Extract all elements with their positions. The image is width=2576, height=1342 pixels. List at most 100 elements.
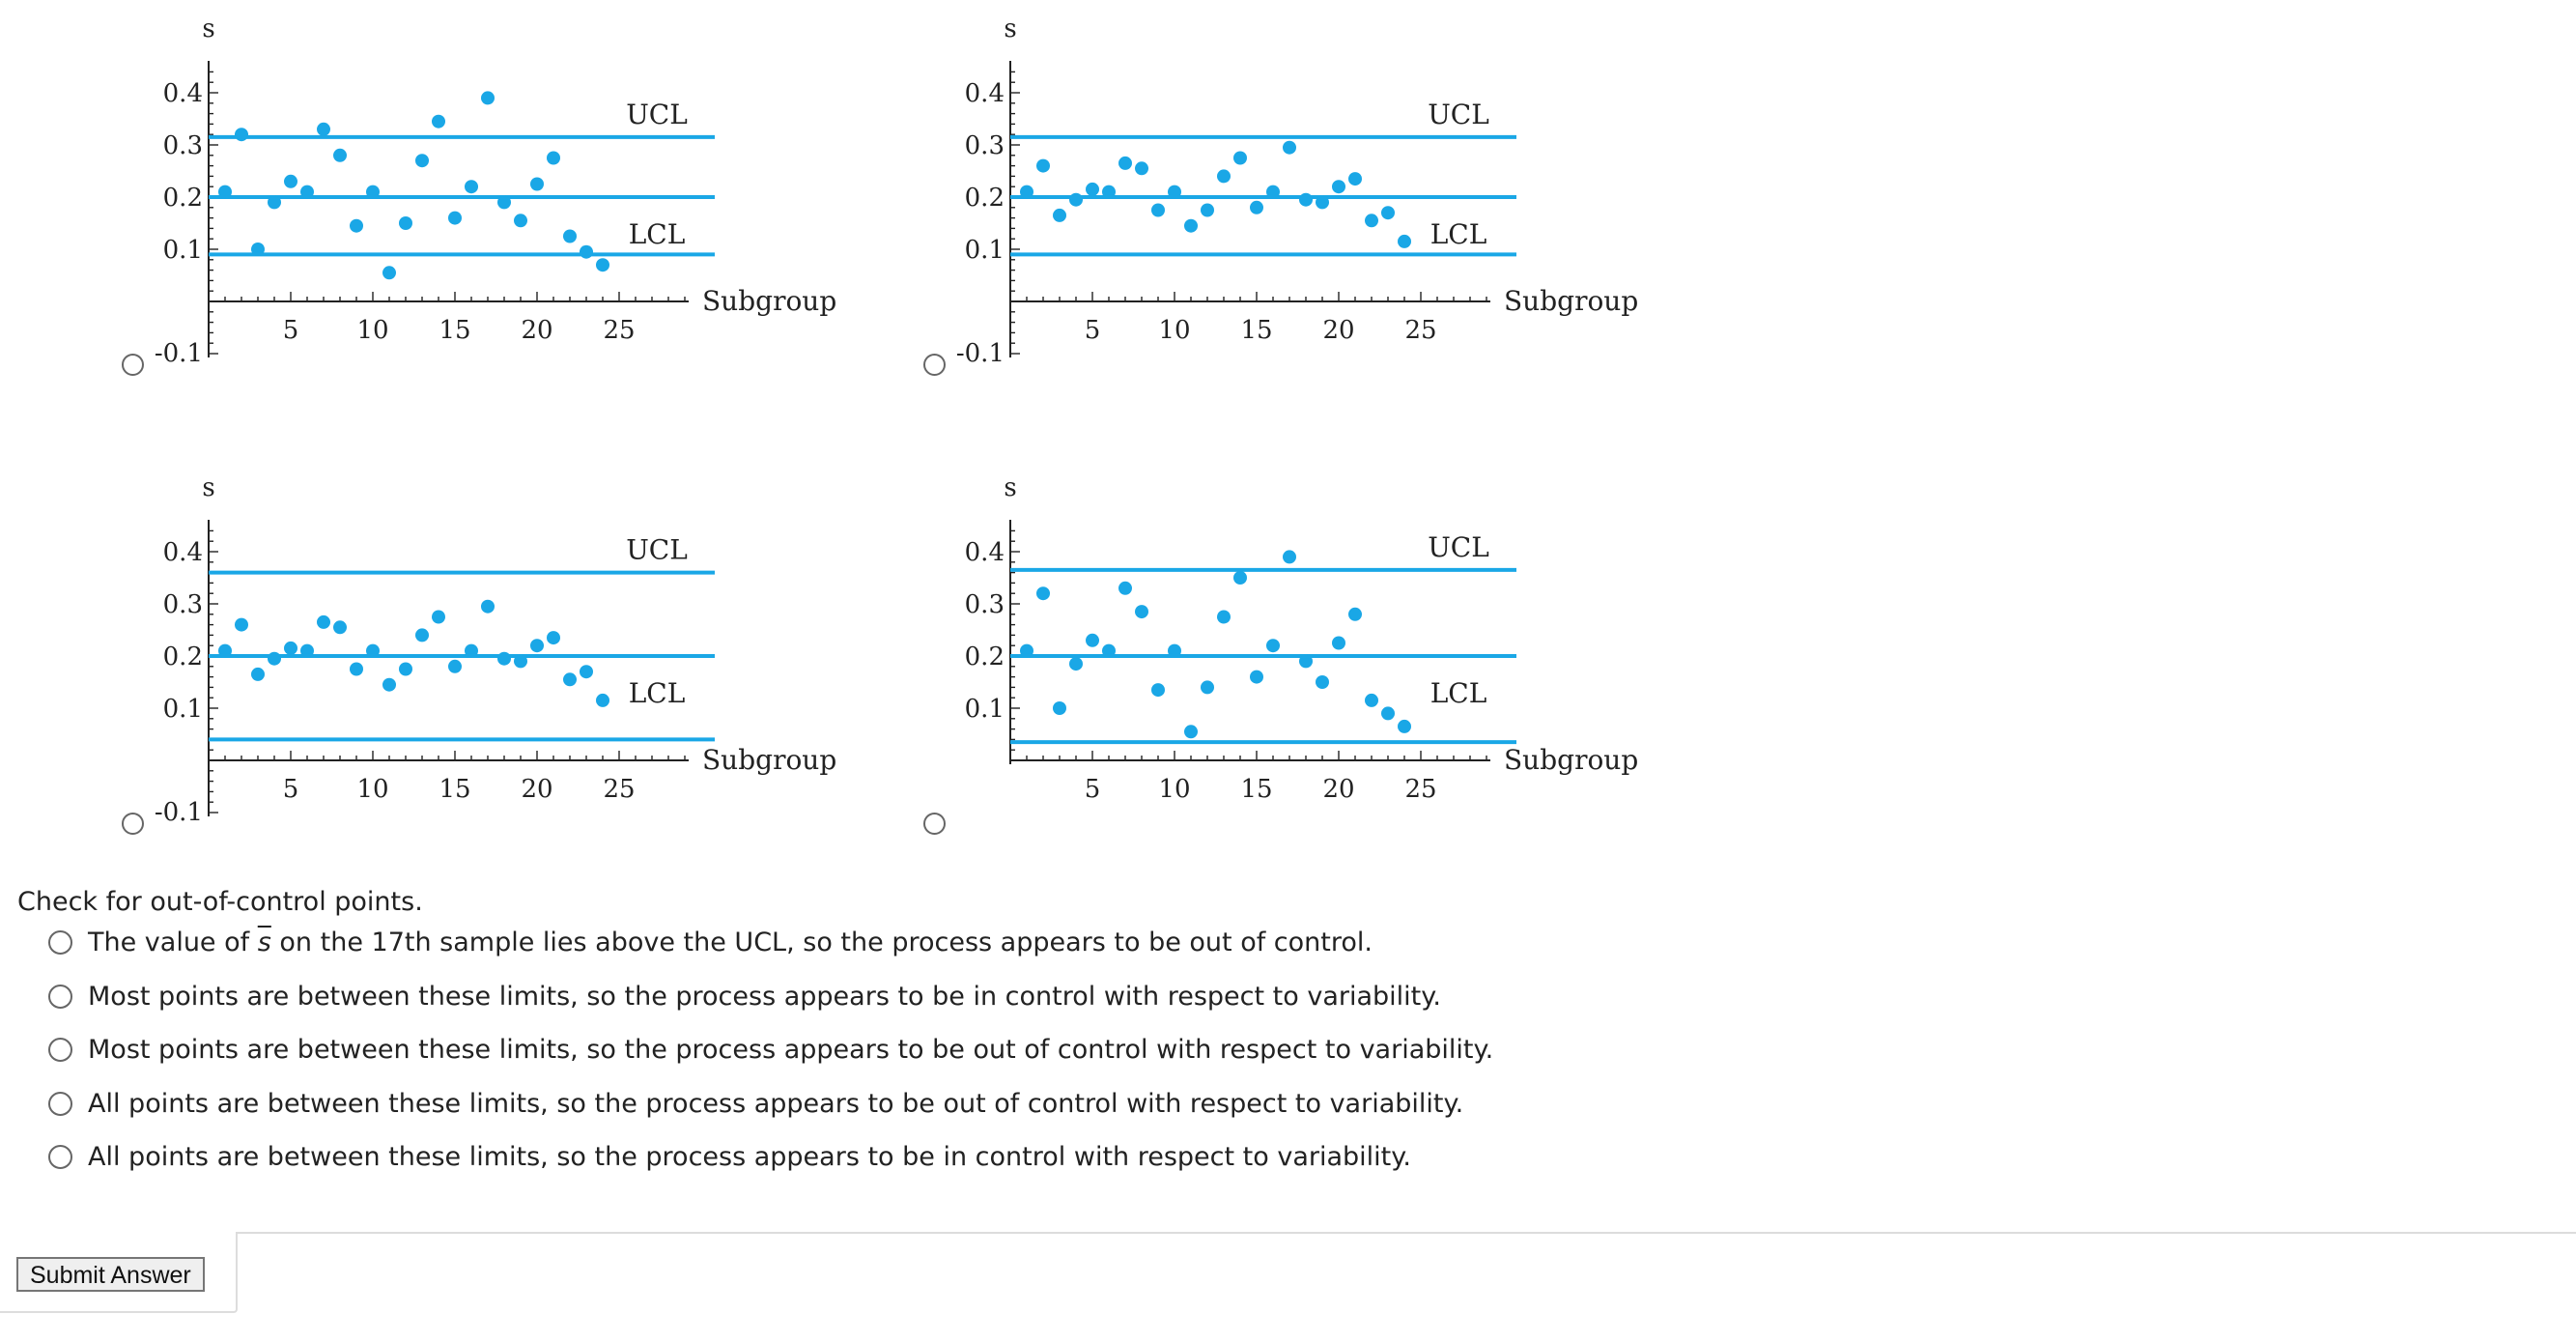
data-point xyxy=(1020,643,1033,658)
data-point xyxy=(1020,185,1033,199)
data-point xyxy=(497,651,511,666)
data-point xyxy=(1332,636,1345,650)
data-point xyxy=(333,620,347,635)
x-tick-label: 15 xyxy=(439,316,470,345)
chart-option-d-radio[interactable] xyxy=(923,813,946,835)
answer-radio[interactable] xyxy=(48,984,72,1009)
data-point xyxy=(514,214,527,228)
y-tick-label: 0.2 xyxy=(163,642,203,671)
data-point xyxy=(1266,185,1280,199)
x-tick-label: 25 xyxy=(603,316,635,345)
y-tick-label: 0.4 xyxy=(965,538,1005,567)
data-point xyxy=(1316,195,1329,210)
answer-option-2[interactable]: Most points are between these limits, so… xyxy=(48,978,1493,1032)
answer-option-1[interactable]: The value of s on the 17th sample lies a… xyxy=(48,924,1493,978)
data-point xyxy=(1348,607,1362,621)
data-point xyxy=(1184,218,1198,233)
y-tick-label: 0.3 xyxy=(163,131,203,160)
answer-text: The value of s on the 17th sample lies a… xyxy=(88,924,1373,962)
answer-radio[interactable] xyxy=(48,1091,72,1116)
data-point xyxy=(382,266,396,280)
data-point xyxy=(350,218,363,233)
y-tick-label: 0.1 xyxy=(965,236,1005,265)
data-point xyxy=(1053,701,1066,715)
y-tick-label: 0.1 xyxy=(163,236,203,265)
data-point xyxy=(415,154,429,168)
data-point xyxy=(530,177,544,191)
lcl-label: LCL xyxy=(629,677,686,709)
answer-option-3[interactable]: Most points are between these limits, so… xyxy=(48,1031,1493,1085)
data-point xyxy=(563,672,577,687)
data-point xyxy=(1168,185,1181,199)
data-point xyxy=(1184,725,1198,739)
data-point xyxy=(350,662,363,676)
submit-answer-button[interactable]: Submit Answer xyxy=(16,1257,205,1292)
answer-options: The value of s on the 17th sample lies a… xyxy=(48,924,1493,1192)
x-tick-label: 5 xyxy=(283,775,299,804)
data-point xyxy=(448,211,462,225)
ucl-label: UCL xyxy=(626,99,688,130)
data-point xyxy=(1217,169,1231,184)
data-point xyxy=(465,180,478,194)
chart-option-d: 0.1 0.2 0.3 0.4 5 10 15 20 25 s Subgroup UCL LCL xyxy=(802,459,1671,865)
answer-radio[interactable] xyxy=(48,1038,72,1062)
data-point xyxy=(218,185,232,199)
data-point xyxy=(251,243,265,256)
data-point xyxy=(596,258,609,272)
data-point xyxy=(1118,156,1132,170)
data-point xyxy=(1135,161,1148,176)
answer-option-4[interactable]: All points are between these limits, so … xyxy=(48,1085,1493,1139)
x-axis-label: Subgroup xyxy=(1504,285,1638,317)
data-point xyxy=(1233,571,1247,585)
y-tick-label: 0.4 xyxy=(163,538,203,567)
x-tick-label: 20 xyxy=(1322,775,1354,804)
chart-option-b: 0.1 0.2 0.3 0.4 -0.1 5 10 15 20 25 s Subgroup UCL LCL xyxy=(802,0,1671,406)
chart-option-c-radio[interactable] xyxy=(122,813,144,835)
chart-option-b-radio[interactable] xyxy=(923,354,946,376)
data-point xyxy=(1250,670,1263,684)
data-point xyxy=(1118,581,1132,595)
data-point xyxy=(1069,192,1083,207)
data-point xyxy=(580,665,593,679)
data-point xyxy=(1233,151,1247,165)
control-chart-b: 0.1 0.2 0.3 0.4 -0.1 5 10 15 20 25 s Subgroup UCL LCL xyxy=(956,14,1638,368)
data-point xyxy=(399,216,412,230)
ucl-label: UCL xyxy=(1428,531,1489,563)
data-point xyxy=(547,151,560,165)
data-point xyxy=(580,244,593,259)
divider-line xyxy=(236,1232,2576,1234)
answer-text-post: on the 17th sample lies above the UCL, s… xyxy=(270,928,1373,957)
x-tick-label: 25 xyxy=(1404,775,1436,804)
data-point xyxy=(1201,203,1214,217)
data-point xyxy=(1036,158,1050,173)
data-point xyxy=(284,174,297,188)
chart-option-a: 0.1 0.2 0.3 0.4 -0.1 5 10 15 20 25 s Subgroup UCL LCL xyxy=(0,0,869,406)
data-point xyxy=(366,643,380,658)
answer-radio[interactable] xyxy=(48,930,72,955)
data-point xyxy=(1102,643,1116,658)
y-tick-label: 0.3 xyxy=(965,131,1005,160)
ucl-label: UCL xyxy=(626,534,688,566)
data-point xyxy=(1217,610,1231,624)
data-point xyxy=(432,114,445,128)
y-tick-label: 0.2 xyxy=(163,184,203,213)
chart-option-a-radio[interactable] xyxy=(122,354,144,376)
answer-radio[interactable] xyxy=(48,1145,72,1169)
answer-text: Most points are between these limits, so… xyxy=(88,981,1441,1012)
x-tick-label: 10 xyxy=(356,316,388,345)
data-point xyxy=(1151,683,1165,698)
x-tick-label: 20 xyxy=(521,316,552,345)
answer-option-5[interactable]: All points are between these limits, so … xyxy=(48,1138,1493,1192)
data-point xyxy=(1348,172,1362,186)
data-point xyxy=(432,610,445,624)
data-point xyxy=(317,614,330,629)
x-tick-label: 10 xyxy=(1158,775,1190,804)
x-tick-label: 5 xyxy=(283,316,299,345)
data-point xyxy=(1332,180,1345,194)
data-point xyxy=(268,195,281,210)
data-point xyxy=(1365,214,1378,228)
y-axis-label: s xyxy=(202,14,214,43)
data-point xyxy=(1069,657,1083,671)
data-point xyxy=(563,229,577,243)
data-point xyxy=(235,617,248,632)
